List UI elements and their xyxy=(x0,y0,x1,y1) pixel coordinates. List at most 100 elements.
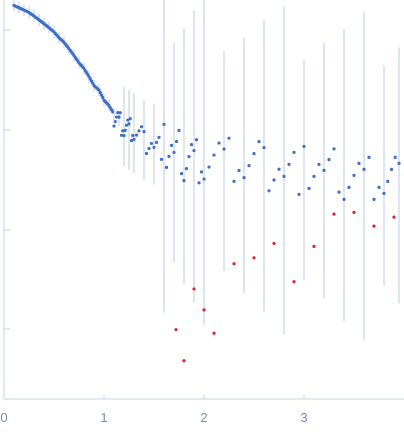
data-point xyxy=(172,150,176,155)
x-tick-label: 2 xyxy=(200,410,207,425)
data-point xyxy=(123,128,127,132)
data-point xyxy=(112,124,116,128)
data-point xyxy=(282,174,286,179)
data-point xyxy=(134,133,139,137)
data-point xyxy=(128,117,132,121)
data-point xyxy=(154,140,159,144)
outlier-point xyxy=(312,244,316,249)
data-point xyxy=(372,197,376,201)
data-point xyxy=(386,179,390,183)
data-point xyxy=(277,167,281,171)
data-point xyxy=(227,136,231,140)
data-point xyxy=(389,167,394,171)
data-point xyxy=(167,154,171,158)
outlier-point xyxy=(272,241,276,246)
data-point xyxy=(327,158,331,162)
data-point xyxy=(157,135,161,139)
outlier-point xyxy=(212,331,216,335)
data-point xyxy=(242,176,246,180)
data-point xyxy=(184,167,189,171)
outlier-point xyxy=(352,210,356,214)
data-point xyxy=(322,168,326,173)
data-point xyxy=(367,155,371,159)
data-point xyxy=(119,133,124,137)
data-point xyxy=(122,133,126,138)
data-point xyxy=(118,111,122,115)
data-point xyxy=(164,165,169,169)
data-point xyxy=(397,161,401,165)
data-point xyxy=(98,91,102,95)
data-point xyxy=(189,143,194,147)
data-point xyxy=(114,115,119,119)
data-point xyxy=(347,185,351,189)
x-tick-label: 0 xyxy=(0,410,7,425)
data-point xyxy=(202,177,206,181)
data-point xyxy=(144,151,149,156)
data-point xyxy=(127,122,131,126)
data-point xyxy=(152,145,156,149)
data-point xyxy=(302,144,306,149)
data-point xyxy=(182,179,186,183)
outlier-point xyxy=(372,224,376,228)
data-point xyxy=(179,171,184,176)
data-point xyxy=(262,146,266,150)
data-point xyxy=(267,189,271,193)
data-point xyxy=(116,110,120,115)
data-point xyxy=(332,147,336,151)
data-point xyxy=(111,110,115,114)
data-point xyxy=(147,146,151,151)
data-point xyxy=(142,129,146,134)
data-point xyxy=(222,147,226,151)
data-point xyxy=(177,128,181,133)
data-point xyxy=(362,167,366,171)
data-point xyxy=(159,157,164,161)
data-point xyxy=(169,143,174,147)
data-point xyxy=(129,139,134,143)
data-point xyxy=(139,125,144,129)
data-point xyxy=(237,168,241,173)
data-point xyxy=(101,96,105,100)
data-point xyxy=(131,133,135,138)
data-point xyxy=(357,161,361,165)
data-point xyxy=(232,179,236,183)
outlier-point xyxy=(182,359,186,363)
data-point xyxy=(337,190,341,194)
data-point xyxy=(137,129,141,133)
data-point xyxy=(217,141,221,145)
x-axis-ticks: 0 1 2 3 xyxy=(0,395,308,425)
data-series-red xyxy=(174,210,396,363)
data-point xyxy=(124,123,129,127)
data-point xyxy=(312,174,316,179)
data-series-blue xyxy=(12,3,401,201)
data-point xyxy=(97,88,101,92)
data-point xyxy=(342,197,346,201)
outlier-point xyxy=(232,262,236,266)
data-point xyxy=(317,162,321,167)
outlier-point xyxy=(252,256,256,260)
data-point xyxy=(174,139,179,144)
data-point xyxy=(252,152,256,156)
data-point xyxy=(132,137,136,141)
data-point xyxy=(297,192,301,197)
data-point xyxy=(212,153,216,157)
data-point xyxy=(113,119,117,124)
data-point xyxy=(207,165,211,169)
data-point xyxy=(287,162,291,167)
data-point xyxy=(272,178,276,182)
outlier-point xyxy=(192,287,196,291)
outlier-point xyxy=(174,328,178,332)
data-point xyxy=(187,155,191,159)
data-point xyxy=(377,185,381,189)
outlier-point xyxy=(292,280,296,284)
data-point xyxy=(99,93,104,97)
x-tick-label: 3 xyxy=(300,410,307,425)
data-point xyxy=(194,138,199,142)
data-point xyxy=(292,150,296,155)
outlier-point xyxy=(332,212,336,216)
x-tick-label: 1 xyxy=(100,410,107,425)
outlier-point xyxy=(392,215,396,219)
outlier-point xyxy=(202,308,206,312)
data-point xyxy=(352,173,356,177)
data-point xyxy=(162,122,166,126)
